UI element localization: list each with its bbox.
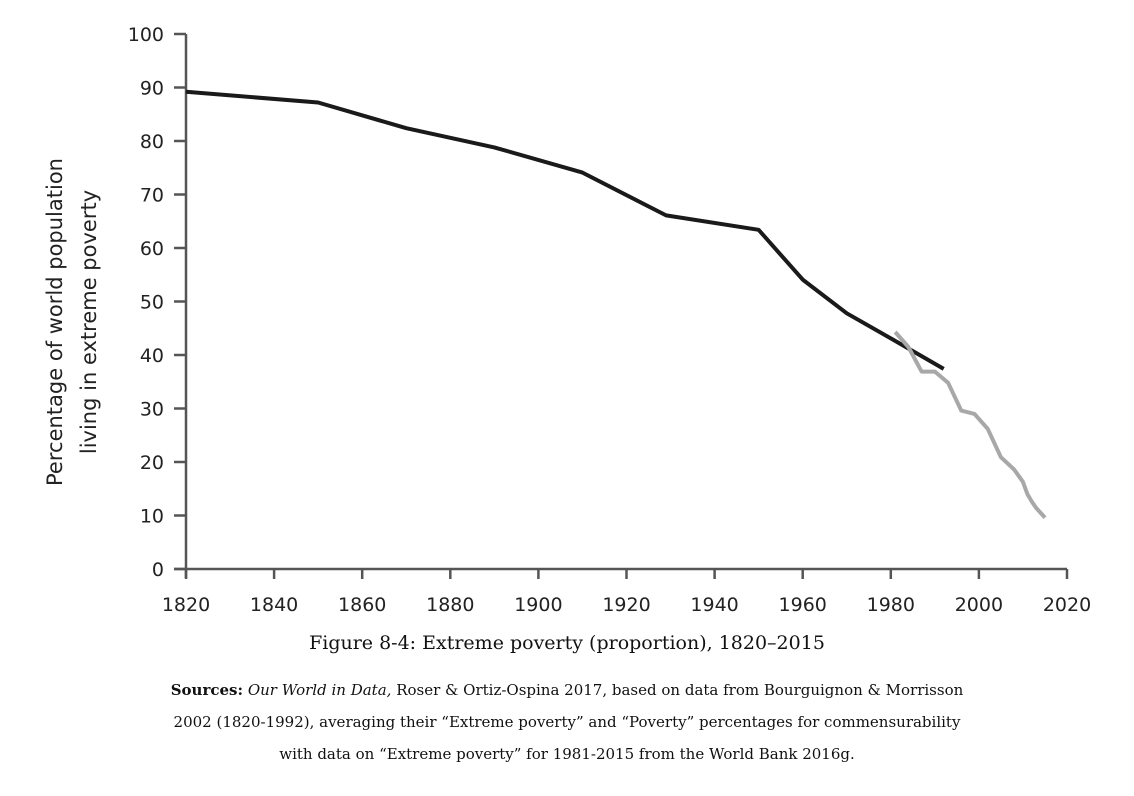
y-tick-label: 30	[140, 399, 164, 421]
x-tick-label: 1900	[514, 594, 562, 616]
sources-line-2: 2002 (1820-1992), averaging their “Extre…	[173, 713, 961, 731]
x-tick-label: 1920	[602, 594, 650, 616]
y-tick-label: 90	[140, 78, 164, 100]
y-tick-label: 60	[140, 238, 164, 260]
y-axis-ticks: 0 10 20 30 40 50 60 70 80 90 100	[128, 24, 186, 581]
y-axis-label-line-2: living in extreme poverty	[77, 190, 101, 454]
x-tick-label: 1960	[779, 594, 827, 616]
y-tick-label: 70	[140, 185, 164, 207]
x-tick-label: 1840	[250, 594, 298, 616]
figure-caption: Figure 8-4: Extreme poverty (proportion)…	[309, 632, 825, 654]
x-tick-label: 1860	[338, 594, 386, 616]
x-tick-label: 2000	[955, 594, 1003, 616]
series-layer	[185, 89, 1047, 519]
y-tick-label: 80	[140, 131, 164, 153]
y-axis-label-line-1: Percentage of world population	[43, 158, 67, 486]
y-tick-label: 10	[140, 506, 164, 528]
y-tick-label: 0	[152, 559, 164, 581]
y-tick-label: 100	[128, 24, 164, 46]
axes	[174, 34, 1067, 578]
series-line-world-bank	[893, 330, 1047, 519]
x-tick-label: 1980	[867, 594, 915, 616]
sources-publication: Our World in Data,	[247, 681, 392, 699]
sources-label: Sources:	[170, 681, 244, 699]
x-axis-ticks: 1820 1840 1860 1880 1900 1920 1940 1960 1980 2000…	[162, 569, 1091, 616]
x-tick-label: 1880	[426, 594, 474, 616]
x-tick-label: 2020	[1043, 594, 1091, 616]
series-line-bourguignon-morrisson	[185, 89, 945, 371]
y-tick-label: 50	[140, 292, 164, 314]
sources-line-1: Sources: Our World in Data, Roser & Orti…	[0, 674, 1134, 706]
y-tick-label: 20	[140, 452, 164, 474]
sources-line-1-text: Roser & Ortiz-Ospina 2017, based on data…	[391, 681, 964, 699]
y-tick-label: 40	[140, 345, 164, 367]
x-tick-label: 1940	[690, 594, 738, 616]
sources-line-3: with data on “Extreme poverty” for 1981-…	[279, 745, 855, 763]
x-tick-label: 1820	[162, 594, 210, 616]
